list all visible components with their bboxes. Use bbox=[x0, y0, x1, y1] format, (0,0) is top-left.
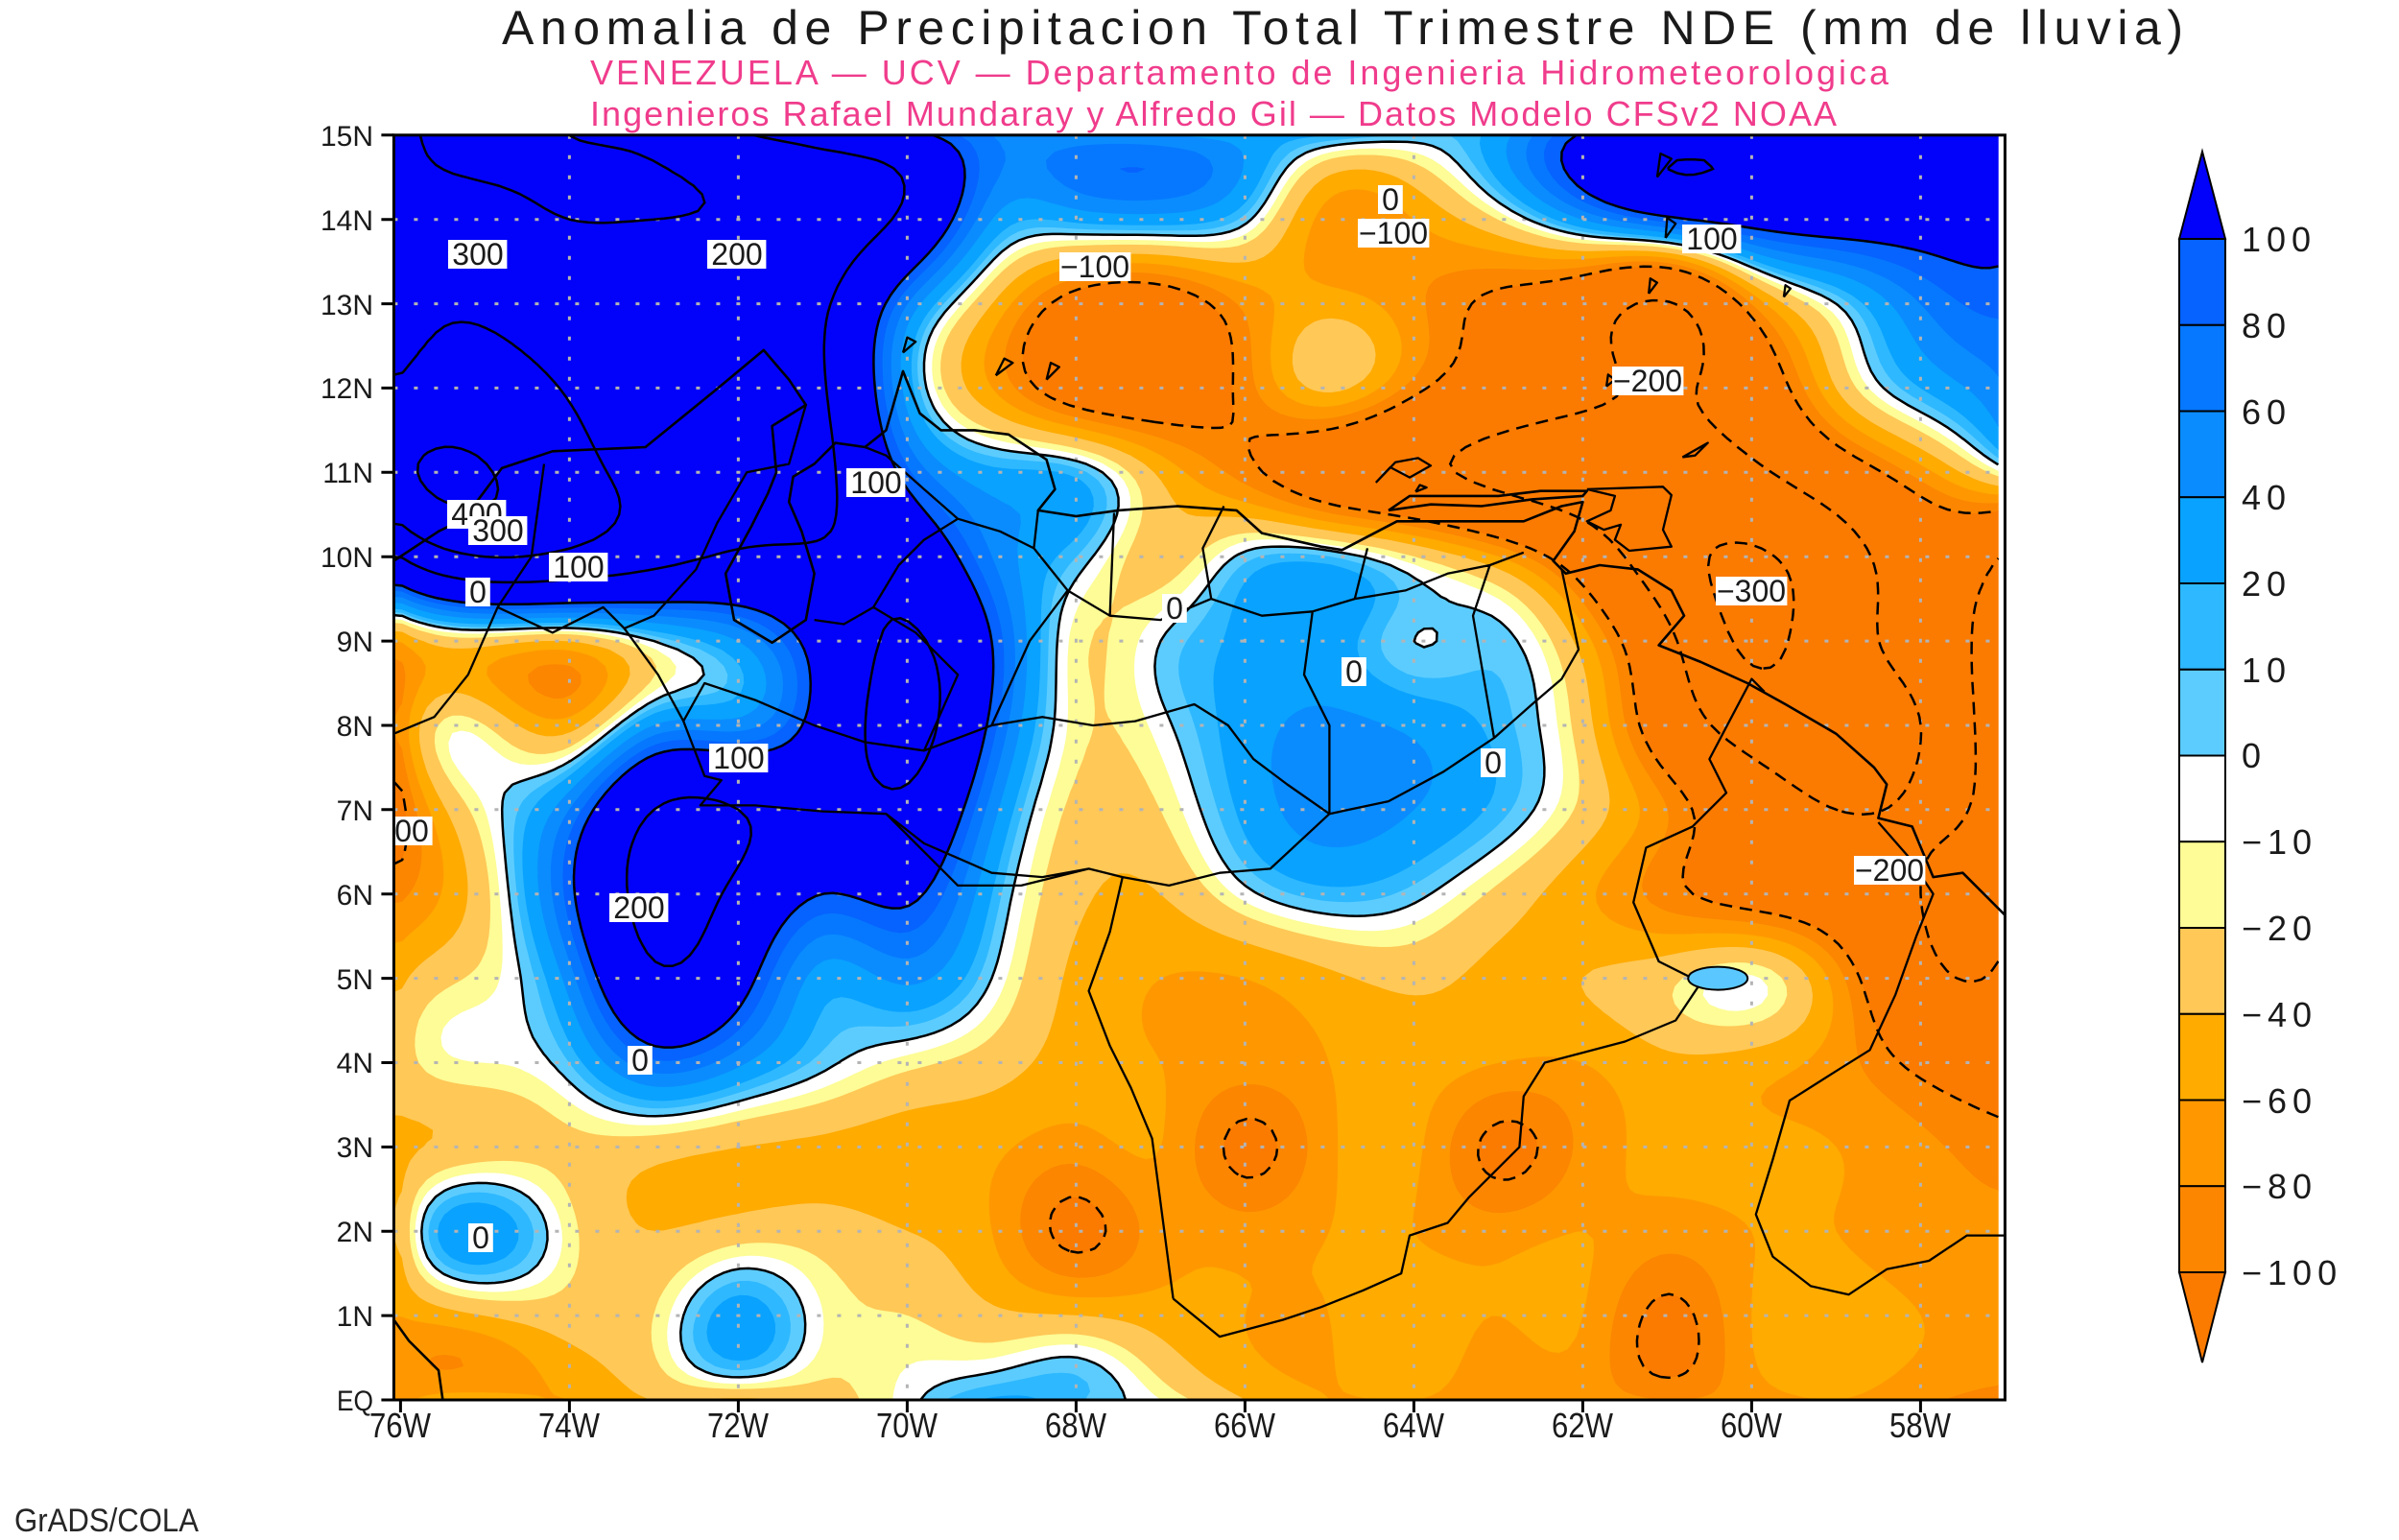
svg-text:74W: 74W bbox=[538, 1406, 600, 1445]
svg-text:10: 10 bbox=[2242, 651, 2292, 690]
svg-text:13N: 13N bbox=[321, 290, 373, 321]
svg-text:3N: 3N bbox=[337, 1132, 373, 1164]
svg-text:100: 100 bbox=[713, 741, 764, 775]
svg-text:EQ: EQ bbox=[337, 1386, 373, 1417]
svg-text:−80: −80 bbox=[2242, 1167, 2317, 1206]
svg-text:100: 100 bbox=[2242, 220, 2316, 259]
svg-text:0: 0 bbox=[1166, 591, 1183, 626]
svg-text:−100: −100 bbox=[1359, 216, 1428, 250]
svg-text:66W: 66W bbox=[1214, 1406, 1275, 1445]
svg-text:Ingenieros Rafael Mundaray y A: Ingenieros Rafael Mundaray y Alfredo Gil… bbox=[590, 94, 1837, 133]
svg-text:80: 80 bbox=[2242, 306, 2292, 345]
svg-text:5N: 5N bbox=[337, 964, 373, 996]
svg-text:0: 0 bbox=[2242, 736, 2267, 775]
svg-text:0: 0 bbox=[472, 1220, 489, 1255]
svg-text:100: 100 bbox=[1686, 222, 1737, 256]
svg-text:−200: −200 bbox=[1613, 364, 1682, 398]
svg-text:0: 0 bbox=[1485, 746, 1502, 780]
svg-text:100: 100 bbox=[850, 465, 901, 500]
svg-text:0: 0 bbox=[1345, 654, 1363, 689]
svg-text:14N: 14N bbox=[321, 205, 373, 237]
svg-text:GrADS/COLA: GrADS/COLA bbox=[14, 1503, 199, 1535]
svg-text:40: 40 bbox=[2242, 478, 2292, 517]
svg-text:64W: 64W bbox=[1383, 1406, 1444, 1445]
svg-text:20: 20 bbox=[2242, 564, 2292, 604]
svg-text:10N: 10N bbox=[321, 542, 373, 574]
svg-text:11N: 11N bbox=[322, 458, 373, 489]
svg-text:300: 300 bbox=[472, 513, 523, 548]
svg-text:62W: 62W bbox=[1552, 1406, 1613, 1445]
svg-text:0: 0 bbox=[631, 1043, 649, 1078]
svg-text:−100: −100 bbox=[1060, 249, 1129, 284]
svg-text:76W: 76W bbox=[369, 1406, 431, 1445]
svg-text:200: 200 bbox=[613, 890, 664, 925]
svg-text:200: 200 bbox=[711, 237, 762, 272]
svg-text:1N: 1N bbox=[337, 1301, 373, 1333]
svg-text:7N: 7N bbox=[337, 795, 373, 827]
svg-text:−20: −20 bbox=[2242, 909, 2317, 948]
svg-text:−40: −40 bbox=[2242, 995, 2317, 1034]
svg-text:15N: 15N bbox=[321, 121, 373, 153]
svg-text:60W: 60W bbox=[1721, 1406, 1782, 1445]
svg-text:72W: 72W bbox=[707, 1406, 769, 1445]
svg-text:8N: 8N bbox=[337, 711, 373, 743]
svg-text:58W: 58W bbox=[1889, 1406, 1951, 1445]
svg-text:9N: 9N bbox=[337, 627, 373, 658]
svg-text:6N: 6N bbox=[337, 880, 373, 912]
svg-text:0: 0 bbox=[469, 575, 487, 609]
svg-text:2N: 2N bbox=[337, 1217, 373, 1248]
svg-text:12N: 12N bbox=[321, 373, 373, 405]
svg-text:100: 100 bbox=[553, 550, 604, 584]
svg-text:300: 300 bbox=[452, 237, 503, 272]
svg-text:−10: −10 bbox=[2242, 822, 2317, 862]
svg-text:00: 00 bbox=[394, 814, 429, 848]
svg-text:−60: −60 bbox=[2242, 1081, 2317, 1121]
svg-text:−100: −100 bbox=[2242, 1253, 2342, 1292]
svg-text:60: 60 bbox=[2242, 392, 2292, 432]
svg-text:−300: −300 bbox=[1717, 574, 1786, 608]
svg-text:−200: −200 bbox=[1855, 853, 1924, 888]
svg-text:VENEZUELA — UCV — Departamento: VENEZUELA — UCV — Departamento de Ingeni… bbox=[590, 53, 1889, 92]
svg-text:70W: 70W bbox=[876, 1406, 938, 1445]
svg-text:0: 0 bbox=[1382, 182, 1399, 217]
svg-text:4N: 4N bbox=[337, 1048, 373, 1079]
svg-text:68W: 68W bbox=[1045, 1406, 1106, 1445]
